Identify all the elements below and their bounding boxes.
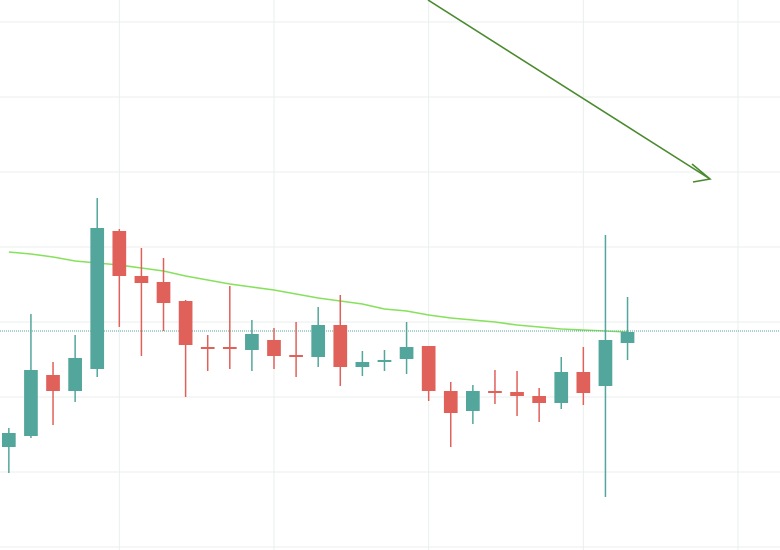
candle-body [576, 372, 591, 393]
candle-body [399, 347, 414, 359]
candle-body [267, 340, 281, 356]
arrow-head [691, 163, 712, 183]
candle-body [620, 332, 635, 343]
candle-body [510, 392, 524, 396]
candle-body [532, 396, 546, 403]
candle-body [466, 391, 480, 411]
candle-body [554, 372, 569, 403]
candle-body [112, 231, 127, 276]
candle-body [421, 346, 436, 391]
candle-body [178, 301, 193, 345]
candle-body [1, 433, 16, 447]
candle-body [598, 340, 613, 386]
candle-body [46, 375, 60, 391]
candle-body [156, 282, 171, 303]
candle-body [355, 362, 370, 367]
candle-body [333, 325, 348, 367]
candle-body [134, 276, 149, 283]
candle-body [24, 370, 38, 436]
trend-arrow [427, 0, 712, 183]
candle-body [488, 391, 502, 393]
candle-body [68, 358, 82, 391]
moving-average-line [8, 251, 628, 333]
candle-body [289, 355, 303, 357]
candle-body [200, 347, 215, 349]
candle-body [311, 325, 326, 357]
arrow-line [427, 0, 711, 180]
candle-body [245, 334, 259, 350]
candle-body [90, 228, 105, 369]
candle-body [377, 360, 392, 362]
plot [0, 198, 780, 497]
candle-body [222, 347, 237, 349]
candle-body [443, 391, 458, 413]
